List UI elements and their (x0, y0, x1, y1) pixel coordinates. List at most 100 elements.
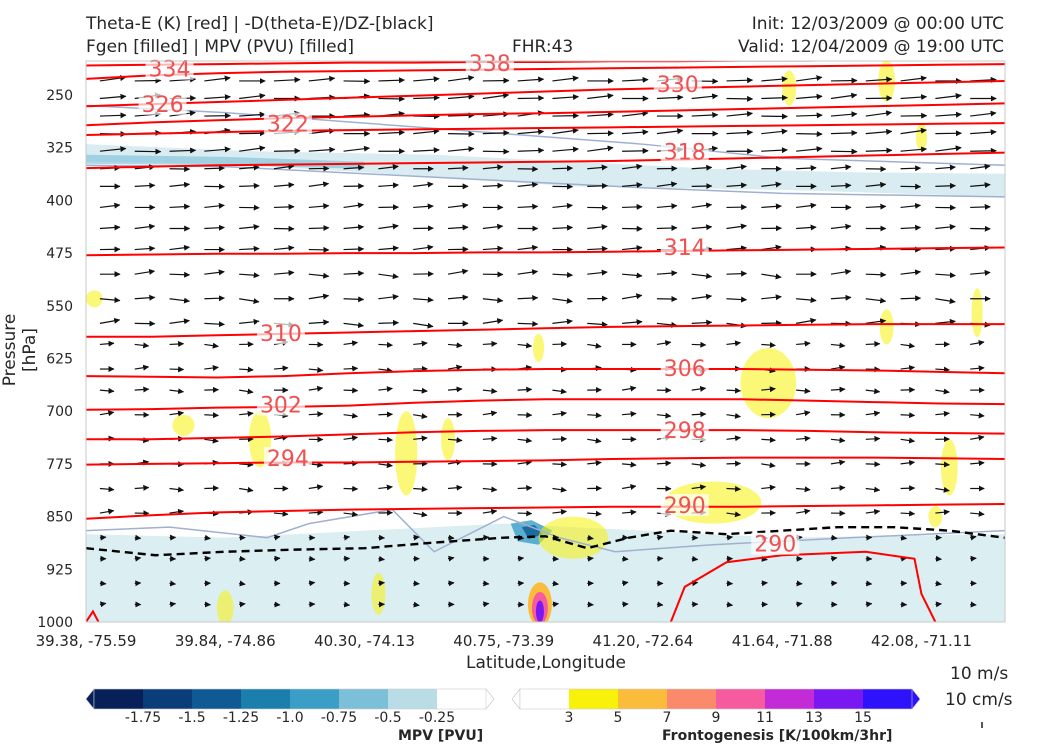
wind-vector (99, 112, 127, 119)
wind-vector (656, 321, 678, 328)
wind-vector (204, 94, 231, 101)
wind-vector (99, 486, 115, 493)
wind-vector (517, 269, 539, 276)
wind-vector (830, 294, 852, 301)
wind-vector (900, 165, 922, 172)
wind-vector (134, 342, 150, 349)
wind-vector (761, 181, 782, 188)
wind-vector (726, 296, 748, 303)
mpv-colorbar-tick-label: -0.75 (320, 710, 358, 726)
fgen-fill-region (535, 600, 544, 622)
x-axis-label: Latitude,Longitude (466, 653, 626, 673)
wind-vector (517, 203, 539, 210)
wind-vector (413, 435, 428, 442)
wind-vector (552, 388, 567, 395)
wind-vector (134, 268, 156, 275)
wind-vector (239, 111, 266, 118)
title-line-1: Theta-E (K) [red] | -D(theta-E)/DZ-[blac… (86, 14, 434, 34)
y-tick-label: 775 (46, 457, 73, 473)
wind-vector (691, 164, 713, 171)
wind-vector (935, 410, 950, 417)
y-tick-label: 325 (46, 141, 73, 157)
wind-vector (447, 437, 463, 444)
mpv-colorbar-swatch (241, 689, 291, 709)
mpv-colorbar-swatch (192, 689, 242, 709)
wind-vector (308, 580, 316, 587)
wind-vector (308, 224, 330, 231)
wind-vector (378, 129, 405, 136)
wind-vector (796, 387, 811, 394)
wind-vector (204, 269, 225, 276)
wind-vector (761, 555, 768, 562)
wind-vector (308, 484, 324, 491)
wind-vector (378, 341, 393, 348)
fgen-colorbar-swatch (569, 689, 619, 709)
wind-vector (622, 509, 637, 516)
wind-vector (726, 534, 734, 541)
mpv-contour-line (86, 164, 1005, 198)
theta-e-label: 302 (260, 394, 302, 419)
wind-vector (447, 268, 469, 275)
wind-vector (900, 146, 928, 153)
wind-vector (796, 297, 817, 304)
wind-vector (796, 580, 803, 587)
wind-vector (378, 77, 405, 84)
wind-vector (204, 412, 219, 419)
wind-vector (239, 93, 266, 100)
wind-vector (343, 202, 364, 209)
wind-vector (970, 129, 997, 136)
wind-vector (587, 223, 608, 230)
fgen-colorbar-tick-label: 9 (711, 710, 721, 726)
wind-vector (761, 203, 782, 210)
wind-vector (447, 386, 463, 393)
theta-e-contour (86, 609, 100, 622)
wind-vector (169, 410, 185, 417)
wind-vector (726, 129, 754, 136)
wind-vector (830, 111, 858, 118)
wind-vector (691, 202, 713, 209)
wind-vector (726, 412, 741, 419)
wind-vector (691, 112, 719, 118)
plot-frame (85, 60, 1006, 623)
mpv-colorbar-arrow-left (85, 688, 95, 710)
wind-vector (587, 510, 602, 517)
theta-e-label-bg (465, 52, 514, 75)
wind-vector (726, 245, 748, 252)
wind-vector (343, 534, 351, 541)
wind-vector (169, 508, 185, 515)
wind-vector (517, 320, 539, 327)
wind-vector (413, 94, 440, 101)
wind-vector (761, 484, 776, 491)
wind-vector (761, 342, 776, 349)
wind-vector (413, 511, 428, 518)
theta-e-contour (86, 79, 1005, 108)
wind-vector (343, 246, 365, 253)
theta-e-label: 290 (754, 533, 796, 558)
wind-vector (552, 165, 574, 172)
wind-vector (726, 182, 748, 189)
fgen-fill-region (86, 290, 103, 308)
wind-vector (343, 296, 365, 303)
wind-vector (621, 580, 629, 587)
mpv-fill-region (86, 144, 1005, 197)
wind-vector (99, 297, 121, 304)
wind-vector (413, 387, 428, 394)
wind-vector (413, 76, 440, 83)
wind-vector (587, 534, 594, 541)
wind-vector (343, 340, 359, 347)
wind-vector (413, 147, 440, 154)
theta-e-label: 294 (267, 447, 309, 472)
wind-vector (447, 484, 463, 491)
wind-vector (169, 244, 190, 251)
wind-vector (935, 272, 956, 279)
wind-vector-layer (99, 75, 997, 608)
wind-vector (517, 485, 533, 492)
wind-vector (865, 76, 893, 83)
wind-vector (830, 164, 852, 171)
theta-e-label: 334 (149, 58, 191, 83)
wind-vector (691, 293, 713, 300)
wind-vector (482, 435, 498, 442)
wind-vector (587, 145, 614, 152)
wind-vector (169, 271, 191, 278)
wind-vector (482, 340, 498, 347)
